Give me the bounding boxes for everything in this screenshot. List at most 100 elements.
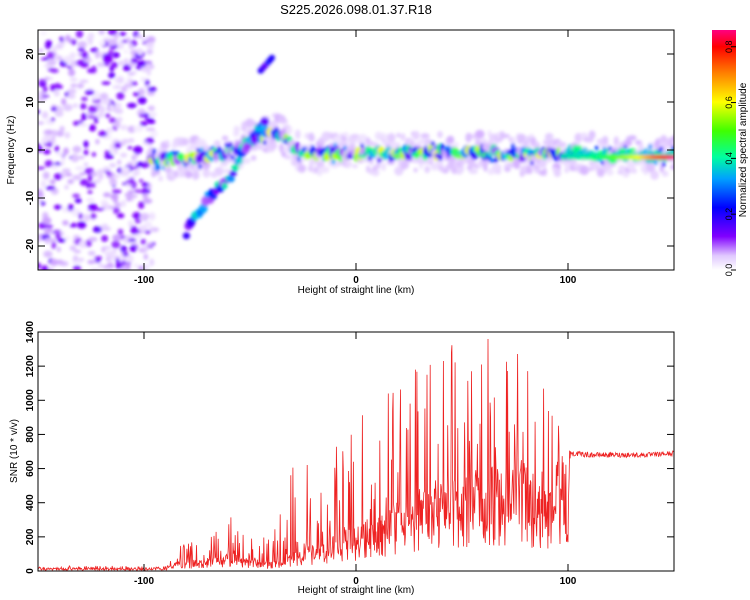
heatmap-cell — [77, 83, 85, 89]
heatmap-cell — [56, 246, 61, 253]
colorbar-tick-label: 0.8 — [724, 40, 734, 53]
heatmap-cell — [221, 182, 228, 190]
heatmap-cell — [496, 167, 502, 175]
heatmap-cell — [613, 136, 619, 146]
heatmap-cell — [48, 238, 57, 243]
heatmap-cell — [453, 142, 459, 148]
heatmap-cell — [150, 130, 158, 138]
heatmap-cell — [78, 123, 88, 127]
heatmap-cell — [525, 169, 533, 174]
heatmap-cell — [269, 54, 275, 61]
heatmap-cell — [120, 245, 127, 253]
heatmap-cell — [360, 143, 365, 149]
heatmap-cell — [446, 135, 455, 144]
heatmap-cell — [557, 141, 567, 148]
heatmap-cell — [182, 232, 191, 240]
heatmap-cell — [128, 62, 136, 67]
heatmap-cell — [588, 130, 596, 140]
heatmap-cell — [553, 168, 562, 178]
heatmap-cell — [87, 203, 98, 212]
heatmap-cell — [114, 120, 121, 129]
heatmap-cell — [114, 102, 122, 109]
heatmap-cell — [116, 92, 125, 100]
heatmap-cell — [101, 234, 109, 243]
heatmap-cell — [86, 197, 95, 203]
heatmap-cell — [98, 40, 106, 46]
heatmap-cell — [213, 140, 221, 147]
heatmap-cell — [120, 152, 128, 158]
heatmap-cell — [120, 170, 129, 177]
heatmap-cell — [112, 197, 119, 203]
heatmap-cell — [53, 173, 62, 181]
heatmap-cell — [198, 164, 202, 169]
heatmap-cell — [129, 244, 137, 253]
heatmap-cell — [131, 158, 137, 167]
heatmap-cell — [278, 119, 288, 124]
figure-title: S225.2026.098.01.37.R18 — [280, 2, 432, 17]
heatmap-cell — [510, 143, 515, 149]
heatmap-cell — [569, 159, 576, 166]
heatmap-cell — [92, 226, 102, 233]
heatmap-cell — [72, 145, 82, 153]
heatmap-cell — [83, 58, 93, 63]
heatmap-cell — [482, 142, 491, 151]
heatmap-cell — [140, 238, 146, 245]
heatmap-cell — [197, 141, 208, 149]
heatmap-cell — [44, 76, 50, 81]
heatmap-cell — [83, 214, 91, 222]
heatmap-cell — [147, 119, 156, 125]
heatmap-cell — [128, 177, 135, 186]
heatmap-cell — [47, 67, 57, 72]
heatmap-cell — [80, 103, 87, 110]
heatmap-cell — [45, 129, 54, 135]
heatmap-cell — [504, 167, 511, 172]
heatmap-cell — [112, 85, 122, 89]
heatmap-cell — [437, 130, 443, 139]
heatmap-cell — [52, 45, 57, 54]
snr-ytick-label: 200 — [25, 528, 36, 545]
heatmap-cell — [117, 159, 122, 165]
heatmap-cell — [650, 170, 659, 180]
heatmap-cell — [79, 79, 89, 83]
snr-ylabel: SNR (10 * v/v) — [9, 419, 20, 483]
heatmap-cell — [156, 166, 160, 171]
heatmap-cell — [627, 135, 637, 141]
heatmap-cell — [256, 144, 264, 150]
heatmap-cell — [109, 177, 117, 186]
heatmap-cell — [231, 164, 240, 172]
heatmap-cell — [67, 88, 77, 94]
heatmap-cell — [475, 129, 485, 139]
heatmap-cell — [78, 257, 85, 262]
heatmap-cell — [342, 132, 349, 137]
heatmap-cell — [83, 149, 89, 156]
heatmap-cell — [248, 121, 258, 126]
heatmap-cell — [44, 56, 49, 61]
heatmap-cell — [78, 212, 83, 220]
heatmap-cell — [69, 245, 77, 251]
heatmap-cell — [430, 141, 435, 147]
heatmap-cell — [73, 249, 82, 254]
heatmap-cell — [116, 213, 125, 219]
heatmap-cell — [65, 34, 71, 42]
heatmap-cell — [85, 239, 92, 247]
heatmap-cell — [51, 106, 57, 112]
heatmap-cell — [316, 160, 325, 168]
heatmap-cell — [101, 226, 112, 231]
heatmap-cell — [146, 49, 153, 55]
heatmap-cell — [134, 219, 142, 224]
heatmap-cell — [216, 166, 224, 177]
heatmap-cell — [120, 166, 131, 172]
heatmap-cell — [54, 145, 60, 153]
heatmap-cell — [148, 112, 157, 117]
heatmap-cell — [99, 94, 108, 99]
heatmap-cell — [210, 171, 219, 178]
heatmap-cell — [648, 144, 653, 150]
heatmap-cell — [377, 157, 382, 163]
heatmap-cell — [98, 30, 106, 35]
heatmap-cell — [101, 81, 111, 85]
heatmap-cell — [79, 178, 89, 186]
heatmap-cell — [500, 133, 511, 139]
heatmap-cell — [630, 168, 638, 174]
